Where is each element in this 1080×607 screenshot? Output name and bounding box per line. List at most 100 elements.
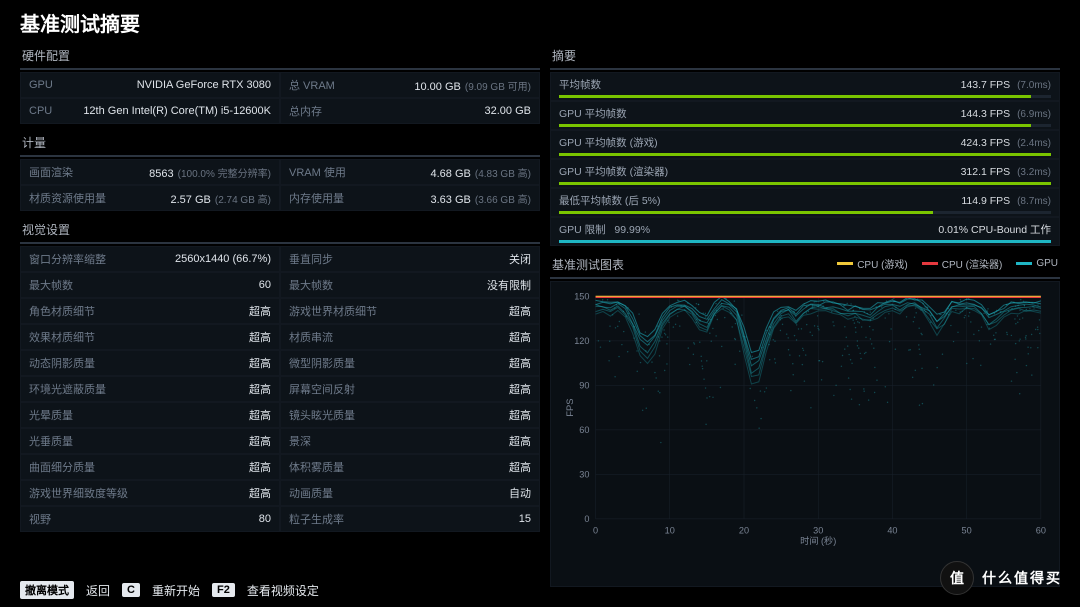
setting-row: 最大帧数60: [20, 272, 280, 298]
vram-sub: (9.09 GB 可用): [465, 82, 531, 93]
setting-value: 超高: [139, 355, 271, 371]
svg-text:120: 120: [574, 336, 589, 346]
legend-item: CPU (渲染器): [922, 256, 1003, 271]
summary-panel: 摘要 平均帧数143.7 FPS (7.0ms)GPU 平均帧数144.3 FP…: [550, 43, 1060, 246]
hardware-panel: 硬件配置 GPUNVIDIA GeForce RTX 3080 总 VRAM10…: [20, 43, 540, 124]
mem-label: 总内存: [289, 103, 349, 119]
svg-text:30: 30: [813, 525, 823, 535]
setting-row: 效果材质细节超高: [20, 324, 280, 350]
setting-row: 动画质量自动: [280, 480, 540, 506]
setting-label: 屏幕空间反射: [289, 381, 399, 397]
setting-row: 粒子生成率15: [280, 506, 540, 532]
cpu-label: CPU: [29, 105, 77, 117]
setting-value: 超高: [139, 485, 271, 501]
setting-value: 超高: [139, 329, 271, 345]
svg-text:30: 30: [579, 469, 589, 479]
setting-row: 材质串流超高: [280, 324, 540, 350]
setting-value: 超高: [139, 433, 271, 449]
setting-row: 窗口分辨率缩整2560x1440 (66.7%): [20, 246, 280, 272]
setting-row: 光晕质量超高: [20, 402, 280, 428]
watermark-text: 什么值得买: [982, 568, 1062, 588]
setting-row: 体积雾质量超高: [280, 454, 540, 480]
setting-row: 游戏世界细致度等级超高: [20, 480, 280, 506]
setting-label: 光垂质量: [29, 433, 139, 449]
setting-value: 80: [139, 513, 271, 525]
key-f2[interactable]: F2: [212, 583, 235, 597]
summary-row: GPU 平均帧数 (渲染器)312.1 FPS (3.2ms): [550, 159, 1060, 188]
setting-row: 环境光遮蔽质量超高: [20, 376, 280, 402]
page-title: 基准测试摘要: [20, 0, 1060, 43]
setting-row: 镜头眩光质量超高: [280, 402, 540, 428]
visual-settings-panel: 视觉设置 窗口分辨率缩整2560x1440 (66.7%)垂直同步关闭最大帧数6…: [20, 217, 540, 532]
setting-value: 超高: [139, 303, 271, 319]
setting-label: 材质串流: [289, 329, 399, 345]
setting-row: 动态阴影质量超高: [20, 350, 280, 376]
setting-label: 动态阴影质量: [29, 355, 139, 371]
summary-row: GPU 平均帧数 (游戏)424.3 FPS (2.4ms): [550, 130, 1060, 159]
setting-value: 超高: [399, 459, 531, 475]
footer-restart: 重新开始: [152, 582, 200, 599]
vramuse-label: VRAM 使用: [289, 164, 399, 180]
setting-row: 游戏世界材质细节超高: [280, 298, 540, 324]
setting-row: 视野80: [20, 506, 280, 532]
setting-label: 微型阴影质量: [289, 355, 399, 371]
setting-value: 没有限制: [399, 277, 531, 293]
svg-text:20: 20: [739, 525, 749, 535]
svg-text:40: 40: [887, 525, 897, 535]
setting-row: 曲面细分质量超高: [20, 454, 280, 480]
key-c[interactable]: C: [122, 583, 140, 597]
setting-row: 垂直同步关闭: [280, 246, 540, 272]
setting-label: 曲面细分质量: [29, 459, 139, 475]
summary-heading: 摘要: [550, 43, 1060, 70]
key-escape[interactable]: 撤离模式: [20, 581, 74, 599]
watermark: 值 什么值得买: [940, 561, 1062, 595]
setting-row: 微型阴影质量超高: [280, 350, 540, 376]
setting-label: 动画质量: [289, 485, 399, 501]
setting-label: 体积雾质量: [289, 459, 399, 475]
setting-label: 效果材质细节: [29, 329, 139, 345]
setting-value: 关闭: [399, 251, 531, 267]
svg-text:10: 10: [665, 525, 675, 535]
setting-value: 2560x1440 (66.7%): [139, 253, 271, 265]
setting-value: 超高: [399, 303, 531, 319]
setting-value: 自动: [399, 485, 531, 501]
footer-back: 返回: [86, 582, 110, 599]
benchmark-chart: 03060901201500102030405060时间 (秒)FPS: [561, 288, 1049, 548]
svg-text:0: 0: [584, 514, 589, 524]
setting-label: 最大帧数: [289, 277, 399, 293]
vram-value: 10.00 GB: [414, 81, 460, 93]
setting-label: 景深: [289, 433, 399, 449]
memuse-label: 内存使用量: [289, 190, 399, 206]
setting-row: 景深超高: [280, 428, 540, 454]
svg-text:60: 60: [1036, 525, 1046, 535]
setting-label: 环境光遮蔽质量: [29, 381, 139, 397]
setting-row: 最大帧数没有限制: [280, 272, 540, 298]
mem-value: 32.00 GB: [349, 105, 531, 117]
setting-label: 游戏世界材质细节: [289, 303, 399, 319]
setting-label: 视野: [29, 511, 139, 527]
setting-value: 超高: [399, 407, 531, 423]
setting-value: 超高: [139, 459, 271, 475]
svg-text:0: 0: [593, 525, 598, 535]
setting-row: 角色材质细节超高: [20, 298, 280, 324]
setting-value: 超高: [139, 381, 271, 397]
setting-row: 光垂质量超高: [20, 428, 280, 454]
setting-label: 镜头眩光质量: [289, 407, 399, 423]
setting-value: 超高: [399, 381, 531, 397]
texmem-label: 材质资源使用量: [29, 190, 139, 206]
setting-label: 窗口分辨率缩整: [29, 251, 139, 267]
setting-label: 最大帧数: [29, 277, 139, 293]
chart-panel: 基准测试图表 CPU (游戏)CPU (渲染器)GPU 030609012015…: [550, 252, 1060, 587]
metering-heading: 计量: [20, 130, 540, 157]
hardware-heading: 硬件配置: [20, 43, 540, 70]
svg-text:60: 60: [579, 425, 589, 435]
metering-panel: 计量 画面渲染8563(100.0% 完整分辨率) VRAM 使用4.68 GB…: [20, 130, 540, 211]
setting-value: 超高: [139, 407, 271, 423]
setting-value: 超高: [399, 329, 531, 345]
cpu-value: 12th Gen Intel(R) Core(TM) i5-12600K: [77, 105, 271, 117]
watermark-badge: 值: [940, 561, 974, 595]
vram-label: 总 VRAM: [289, 77, 349, 93]
legend-item: GPU: [1016, 256, 1058, 271]
setting-value: 超高: [399, 433, 531, 449]
setting-label: 粒子生成率: [289, 511, 399, 527]
